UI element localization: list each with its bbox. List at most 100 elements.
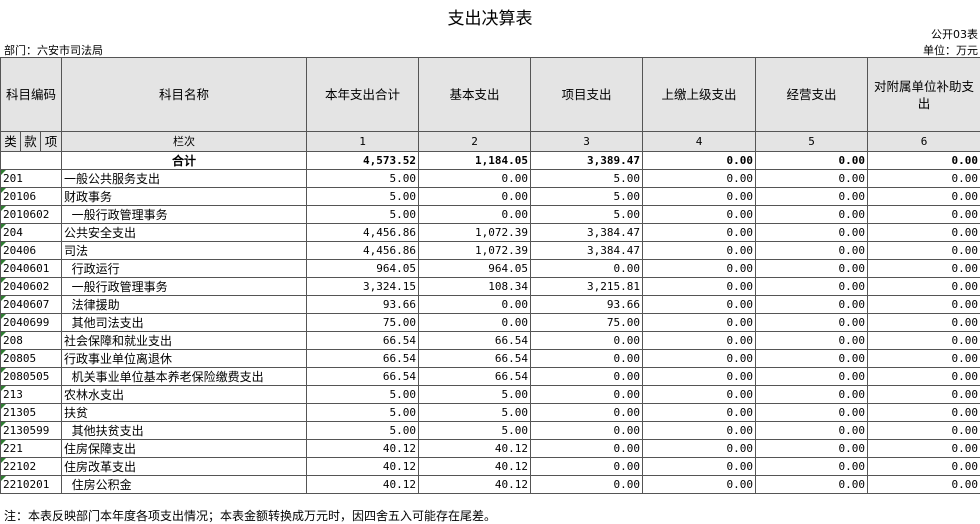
amount-cell: 0.00	[642, 439, 757, 458]
amount-cell: 0.00	[867, 367, 980, 386]
total-label: 合计	[61, 151, 308, 170]
subject-name: 社会保障和就业支出	[61, 331, 308, 350]
amount-cell: 0.00	[755, 169, 869, 188]
amount-cell: 0.00	[755, 367, 869, 386]
subject-code: 2040601	[0, 259, 63, 278]
amount-cell: 5.00	[306, 385, 420, 404]
amount-cell: 3,384.47	[530, 241, 644, 260]
amount-cell: 93.66	[306, 295, 420, 314]
subject-code: 2010602	[0, 205, 63, 224]
amount-cell: 66.54	[306, 367, 420, 386]
table-row: 213 农林水支出 5.00 5.00 0.00 0.00 0.00 0.00	[0, 385, 980, 404]
col-header: 本年支出合计	[306, 57, 420, 132]
total-value: 0.00	[755, 151, 869, 170]
expenditure-table: 科目编码 科目名称 本年支出合计 基本支出 项目支出 上缴上级支出 经营支出 对…	[0, 57, 980, 494]
amount-cell: 0.00	[530, 385, 644, 404]
header-row: 科目编码 科目名称 本年支出合计 基本支出 项目支出 上缴上级支出 经营支出 对…	[0, 57, 980, 132]
amount-cell: 0.00	[755, 457, 869, 476]
subject-code: 2080505	[0, 367, 63, 386]
subject-code: 204	[0, 223, 63, 242]
department-label: 部门：六安市司法局	[4, 44, 103, 57]
amount-cell: 0.00	[867, 223, 980, 242]
amount-cell: 5.00	[306, 421, 420, 440]
subject-code: 20805	[0, 349, 63, 368]
table-row: 201 一般公共服务支出 5.00 0.00 5.00 0.00 0.00 0.00	[0, 169, 980, 188]
amount-cell: 0.00	[867, 187, 980, 206]
total-value: 0.00	[867, 151, 980, 170]
amount-cell: 0.00	[530, 475, 644, 494]
amount-cell: 964.05	[306, 259, 420, 278]
amount-cell: 75.00	[530, 313, 644, 332]
amount-cell: 108.34	[418, 277, 532, 296]
amount-cell: 0.00	[418, 313, 532, 332]
amount-cell: 0.00	[642, 475, 757, 494]
amount-cell: 0.00	[755, 259, 869, 278]
amount-cell: 0.00	[867, 205, 980, 224]
total-value: 3,389.47	[530, 151, 644, 170]
total-value: 1,184.05	[418, 151, 532, 170]
lei-header: 类	[0, 131, 21, 152]
subject-name: 司法	[61, 241, 308, 260]
amount-cell: 0.00	[642, 331, 757, 350]
amount-cell: 0.00	[642, 313, 757, 332]
amount-cell: 0.00	[755, 349, 869, 368]
xiang-header: 项	[39, 131, 63, 152]
subject-code: 2040699	[0, 313, 63, 332]
subject-code: 21305	[0, 403, 63, 422]
amount-cell: 0.00	[530, 457, 644, 476]
subject-code: 20106	[0, 187, 63, 206]
amount-cell: 40.12	[418, 457, 532, 476]
col-header: 经营支出	[755, 57, 869, 132]
subject-name: 一般公共服务支出	[61, 169, 308, 188]
amount-cell: 0.00	[755, 205, 869, 224]
amount-cell: 0.00	[530, 259, 644, 278]
amount-cell: 0.00	[530, 331, 644, 350]
total-code-cell	[0, 151, 63, 170]
amount-cell: 0.00	[418, 205, 532, 224]
amount-cell: 3,215.81	[530, 277, 644, 296]
amount-cell: 0.00	[530, 403, 644, 422]
unit-label: 单位：万元	[923, 44, 978, 57]
kuan-header: 款	[20, 131, 41, 152]
amount-cell: 4,456.86	[306, 241, 420, 260]
table-row: 2010602 一般行政管理事务 5.00 0.00 5.00 0.00 0.00 0.00	[0, 205, 980, 224]
amount-cell: 40.12	[418, 439, 532, 458]
subject-name: 其他司法支出	[61, 313, 308, 332]
subject-code: 201	[0, 169, 63, 188]
amount-cell: 0.00	[867, 331, 980, 350]
amount-cell: 0.00	[867, 475, 980, 494]
subject-name: 机关事业单位基本养老保险缴费支出	[61, 367, 308, 386]
subject-code: 2040602	[0, 277, 63, 296]
column-number: 3	[530, 131, 644, 152]
subject-name: 住房改革支出	[61, 457, 308, 476]
table-row: 20406 司法 4,456.86 1,072.39 3,384.47 0.00 0.00 0…	[0, 241, 980, 260]
amount-cell: 1,072.39	[418, 223, 532, 242]
amount-cell: 0.00	[867, 259, 980, 278]
amount-cell: 0.00	[755, 187, 869, 206]
amount-cell: 0.00	[867, 295, 980, 314]
amount-cell: 0.00	[642, 385, 757, 404]
subject-name: 住房公积金	[61, 475, 308, 494]
subject-code: 2210201	[0, 475, 63, 494]
table-row: 21305 扶贫 5.00 5.00 0.00 0.00 0.00 0.00	[0, 403, 980, 422]
amount-cell: 0.00	[530, 367, 644, 386]
subject-code: 208	[0, 331, 63, 350]
subject-name: 行政运行	[61, 259, 308, 278]
subject-name: 一般行政管理事务	[61, 277, 308, 296]
subject-name: 农林水支出	[61, 385, 308, 404]
amount-cell: 0.00	[642, 259, 757, 278]
column-number: 5	[755, 131, 869, 152]
table-row: 20805 行政事业单位离退休 66.54 66.54 0.00 0.00 0.00 0.00	[0, 349, 980, 368]
amount-cell: 0.00	[642, 277, 757, 296]
subject-code: 213	[0, 385, 63, 404]
amount-cell: 5.00	[530, 205, 644, 224]
amount-cell: 5.00	[306, 403, 420, 422]
subject-code: 22102	[0, 457, 63, 476]
amount-cell: 0.00	[642, 349, 757, 368]
column-number: 6	[867, 131, 980, 152]
table-row: 20106 财政事务 5.00 0.00 5.00 0.00 0.00 0.00	[0, 187, 980, 206]
amount-cell: 0.00	[642, 241, 757, 260]
subject-name: 法律援助	[61, 295, 308, 314]
amount-cell: 0.00	[642, 187, 757, 206]
amount-cell: 0.00	[755, 295, 869, 314]
